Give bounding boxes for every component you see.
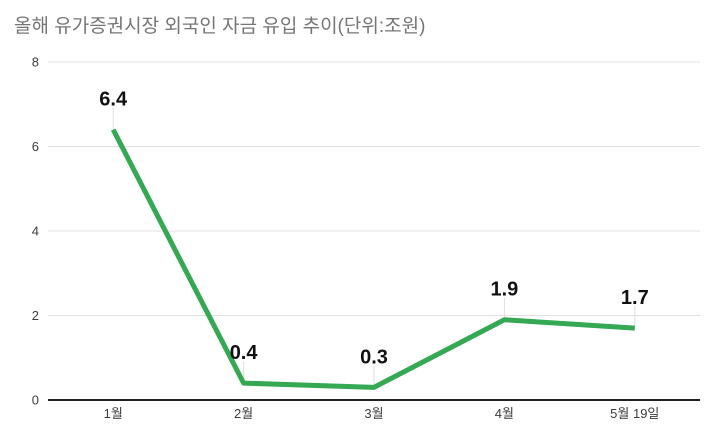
data-point-label: 0.4 bbox=[230, 342, 259, 364]
x-axis-tick-label: 4월 bbox=[495, 406, 514, 421]
y-axis-tick-label: 8 bbox=[32, 55, 39, 70]
data-line bbox=[110, 128, 635, 390]
y-axis-tick-label: 4 bbox=[32, 224, 39, 239]
data-point-label: 1.9 bbox=[490, 279, 518, 301]
y-axis-tick-label: 6 bbox=[32, 139, 39, 154]
data-point-label: 6.4 bbox=[99, 89, 128, 111]
x-axis-tick-label: 2월 bbox=[234, 406, 253, 421]
x-axis-tick-label: 5월 19일 bbox=[610, 406, 659, 421]
y-axis-tick-label: 0 bbox=[32, 393, 39, 408]
y-axis-tick-label: 2 bbox=[32, 308, 39, 323]
x-axis-tick-label: 3월 bbox=[364, 406, 383, 421]
x-axis-tick-label: 1월 bbox=[104, 406, 123, 421]
chart-title: 올해 유가증권시장 외국인 자금 유입 추이(단위:조원) bbox=[14, 16, 426, 37]
data-point-label: 1.7 bbox=[621, 287, 649, 309]
data-point-label: 0.3 bbox=[360, 346, 388, 368]
